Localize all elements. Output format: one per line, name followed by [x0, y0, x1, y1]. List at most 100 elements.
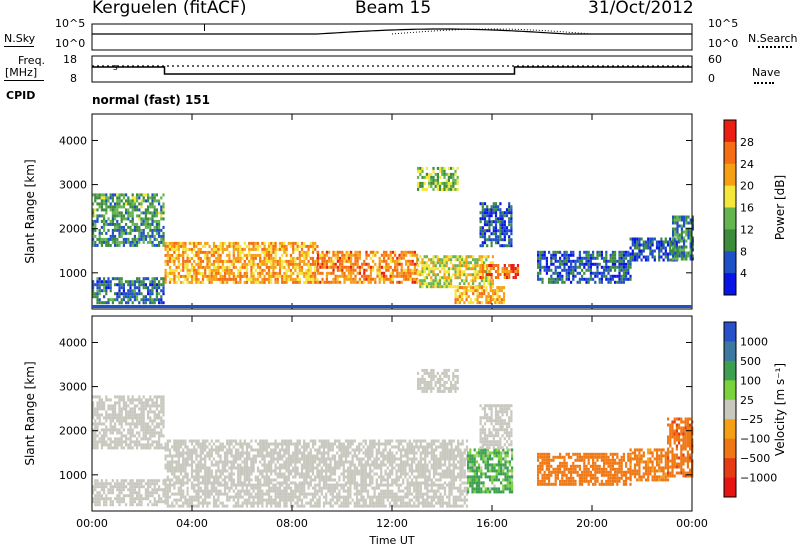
power-cell — [219, 259, 222, 263]
velocity-cell — [267, 451, 271, 455]
power-cell — [193, 247, 196, 251]
velocity-cell — [179, 463, 183, 467]
power-cell — [490, 241, 493, 245]
power-cell — [447, 273, 450, 277]
velocity-cell — [349, 445, 352, 449]
power-cell — [175, 241, 178, 245]
power-cell — [296, 256, 299, 260]
power-cell — [133, 202, 136, 206]
power-cell — [131, 214, 134, 218]
power-cell — [405, 274, 408, 278]
velocity-cell — [303, 478, 306, 482]
velocity-cell — [98, 491, 101, 495]
power-cell — [354, 262, 357, 266]
power-cell — [332, 253, 335, 257]
power-cell — [483, 220, 487, 224]
velocity-cell — [322, 457, 326, 461]
power-cell — [497, 276, 500, 279]
power-cell — [147, 240, 150, 244]
power-cell — [454, 267, 457, 271]
velocity-cell — [144, 431, 147, 435]
power-cell — [230, 244, 233, 248]
power-cell — [217, 271, 220, 275]
power-cell — [136, 237, 139, 241]
power-cell — [289, 241, 293, 245]
power-cell — [334, 265, 337, 269]
velocity-cell — [155, 398, 158, 402]
velocity-cell — [131, 416, 134, 420]
power-cell — [133, 295, 136, 299]
power-cell — [114, 208, 117, 212]
power-cell — [267, 265, 271, 269]
velocity-cell — [325, 445, 328, 449]
power-cell — [674, 233, 677, 237]
velocity-cell — [386, 466, 389, 470]
velocity-cell — [333, 442, 337, 446]
power-cell — [100, 237, 103, 241]
velocity-cell — [413, 448, 416, 452]
power-cell — [483, 211, 487, 215]
power-cell — [491, 279, 494, 283]
power-cell — [430, 184, 433, 188]
power-cell — [309, 244, 312, 248]
velocity-cell — [153, 425, 156, 429]
power-cell — [676, 257, 679, 261]
velocity-cell — [289, 481, 293, 485]
power-cell — [120, 211, 123, 215]
power-cell — [389, 259, 392, 263]
power-cell — [481, 235, 484, 239]
power-cell — [158, 225, 161, 229]
power-cell — [237, 244, 240, 248]
velocity-cell — [358, 463, 361, 467]
power-cell — [103, 199, 106, 203]
power-cell — [321, 280, 324, 284]
power-cell — [171, 259, 174, 263]
power-cell — [436, 273, 439, 277]
power-cell — [472, 289, 475, 293]
power-cell — [155, 231, 158, 235]
power-cell — [223, 271, 227, 275]
power-cell — [400, 253, 403, 257]
power-cell — [138, 286, 141, 290]
power-cell — [578, 280, 581, 284]
power-cell — [642, 249, 645, 253]
power-cell — [413, 250, 416, 254]
power-cell — [98, 298, 101, 302]
power-cell — [618, 280, 621, 284]
velocity-cell — [322, 475, 326, 479]
power-cell — [300, 244, 304, 248]
power-cell — [644, 246, 648, 250]
velocity-cell — [397, 442, 400, 446]
velocity-cell — [406, 460, 409, 464]
power-cell — [133, 286, 136, 290]
velocity-cell — [366, 460, 370, 464]
velocity-cell — [254, 457, 257, 461]
power-cell — [494, 214, 498, 218]
power-cell — [476, 289, 479, 293]
velocity-cell — [318, 475, 321, 479]
power-cell — [298, 262, 301, 266]
power-cell — [250, 262, 253, 266]
power-cell — [164, 271, 167, 275]
velocity-cell — [289, 457, 293, 461]
velocity-cell — [136, 413, 139, 417]
power-cell — [469, 279, 472, 283]
velocity-cell — [195, 454, 198, 458]
velocity-cell — [278, 475, 282, 479]
velocity-cell — [190, 451, 194, 455]
power-cell — [294, 277, 297, 281]
velocity-cell — [138, 431, 141, 435]
power-cell — [120, 199, 123, 203]
power-cell — [341, 259, 344, 263]
velocity-cell — [206, 469, 209, 473]
power-cell — [411, 271, 414, 275]
power-cell — [483, 214, 487, 218]
power-cell — [622, 277, 625, 281]
velocity-cell — [96, 401, 99, 405]
power-cell — [175, 244, 178, 248]
power-cell — [578, 253, 581, 257]
power-cell — [676, 233, 679, 237]
velocity-cell — [131, 401, 134, 405]
power-cell — [678, 245, 681, 249]
velocity-cell — [153, 419, 156, 423]
